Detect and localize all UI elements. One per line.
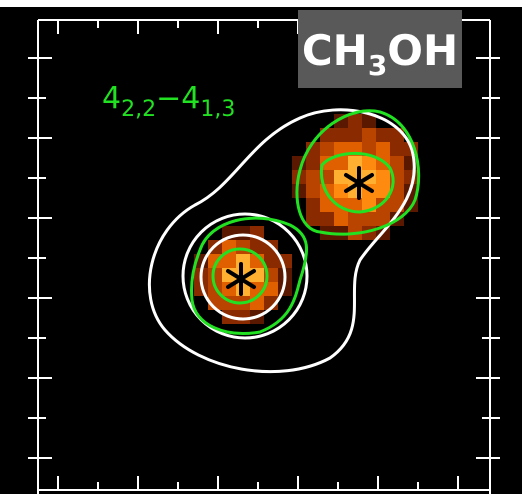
pixel bbox=[306, 198, 320, 212]
top-strip bbox=[0, 0, 522, 7]
pixel bbox=[236, 310, 250, 324]
pixel bbox=[348, 128, 362, 142]
pixel bbox=[362, 212, 376, 226]
pixel bbox=[376, 142, 390, 156]
pixel bbox=[306, 184, 320, 198]
label-part: OH bbox=[387, 26, 458, 75]
transition-part: −4 bbox=[156, 81, 200, 116]
pixel bbox=[334, 156, 348, 170]
pixel bbox=[376, 170, 390, 184]
transition-subscript: 2,2 bbox=[121, 97, 156, 122]
pixel bbox=[222, 254, 236, 268]
pixel bbox=[320, 212, 334, 226]
transition-part: 4 bbox=[102, 81, 121, 116]
pixel bbox=[390, 156, 404, 170]
pixel bbox=[390, 142, 404, 156]
pixel bbox=[236, 226, 250, 240]
pixel bbox=[292, 184, 306, 198]
pixel bbox=[362, 128, 376, 142]
label-subscript: 3 bbox=[368, 49, 387, 82]
pixel bbox=[306, 212, 320, 226]
pixel bbox=[348, 212, 362, 226]
pixel bbox=[306, 156, 320, 170]
label-part: CH bbox=[302, 26, 368, 75]
pixel bbox=[320, 142, 334, 156]
pixel bbox=[376, 128, 390, 142]
pixel bbox=[390, 128, 404, 142]
pixel bbox=[334, 212, 348, 226]
pixel bbox=[334, 128, 348, 142]
pixel bbox=[404, 170, 418, 184]
transition-subscript: 1,3 bbox=[200, 97, 235, 122]
pixel bbox=[306, 170, 320, 184]
figure-panel: CH3OH 42,2−41,3 bbox=[0, 0, 522, 494]
pixel bbox=[236, 240, 250, 254]
pixel bbox=[348, 114, 362, 128]
